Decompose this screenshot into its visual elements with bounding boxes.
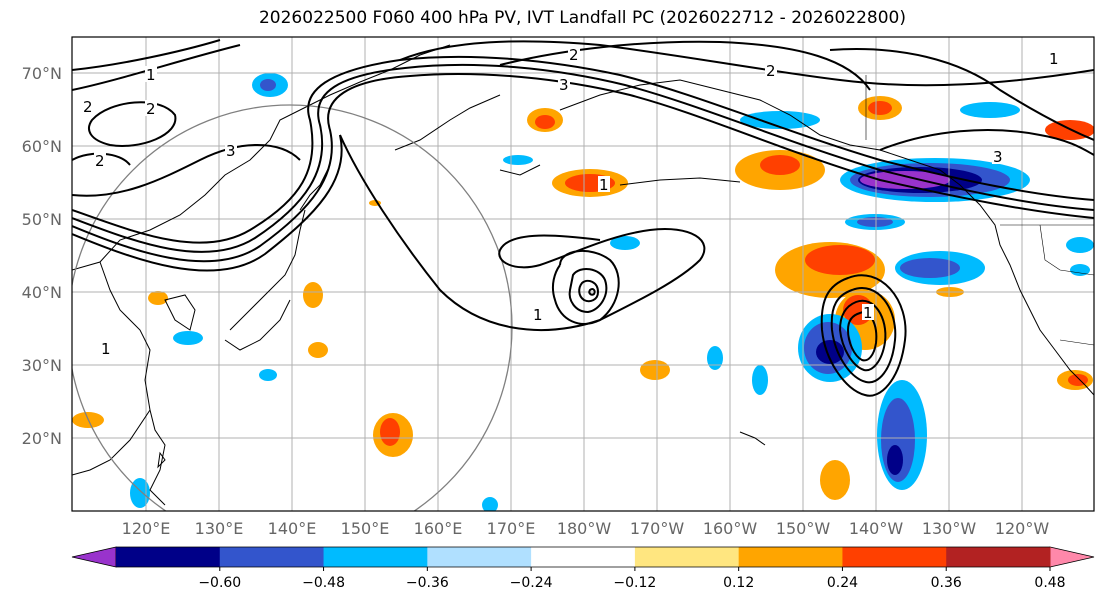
contour-label: 3 <box>993 148 1003 166</box>
colorbar-cell <box>531 547 636 567</box>
contour-label: 2 <box>569 46 579 64</box>
colorbar-cells <box>116 547 1051 567</box>
lon-label: 140°W <box>849 519 904 538</box>
lat-label: 70°N <box>22 64 62 83</box>
colorbar-tick-label: −0.36 <box>406 575 449 591</box>
colorbar-cell <box>946 547 1051 567</box>
colorbar-cell <box>738 547 843 567</box>
lat-label: 40°N <box>22 283 62 302</box>
colorbar-cell <box>116 547 221 567</box>
map-gridlines <box>72 37 1094 511</box>
colorbar-cell <box>427 547 532 567</box>
contour-label: 1 <box>863 304 873 322</box>
contour-label: 2 <box>83 98 93 116</box>
colorbar-cell <box>323 547 428 567</box>
colorbar-tick-label: 0.36 <box>931 575 962 591</box>
lat-label: 20°N <box>22 429 62 448</box>
colorbar-tick-label: −0.24 <box>510 575 553 591</box>
contour-label: 1 <box>533 306 543 324</box>
latitude-labels: 70°N 60°N 50°N 40°N 30°N 20°N <box>22 64 62 448</box>
contour-label: 2 <box>95 152 105 170</box>
colorbar-tick-label: 0.24 <box>827 575 858 591</box>
lon-label: 180°W <box>557 519 612 538</box>
colorbar-extend-min <box>71 546 117 568</box>
lon-label: 120°E <box>122 519 171 538</box>
contour-label: 2 <box>146 100 156 118</box>
contour-label: 1 <box>1049 50 1059 68</box>
lat-label: 30°N <box>22 356 62 375</box>
contour-labels: 2 2 3 1 2 3 2 1 3 2 1 1 1 1 <box>82 46 1060 358</box>
colorbar-tick-label: 0.12 <box>723 575 754 591</box>
lon-label: 160°W <box>703 519 758 538</box>
colorbar-ticks: −0.60 −0.48 −0.36 −0.24 −0.12 0.12 0.24 0.36 0.4… <box>198 567 1066 591</box>
lon-label: 150°W <box>776 519 831 538</box>
colorbar-extend-max <box>1049 546 1095 568</box>
colorbar-cell <box>634 547 740 567</box>
colorbar-tick-label: 0.48 <box>1034 575 1065 591</box>
lat-label: 50°N <box>22 210 62 229</box>
contour-label: 3 <box>226 142 236 160</box>
colorbar-cell <box>842 547 947 567</box>
lon-label: 130°E <box>195 519 244 538</box>
lon-label: 130°W <box>922 519 977 538</box>
lat-label: 60°N <box>22 137 62 156</box>
lon-label: 160°E <box>414 519 463 538</box>
colorbar-tick-label: −0.12 <box>613 575 656 591</box>
longitude-labels: 120°E 130°E 140°E 150°E 160°E 170°E 180°… <box>122 519 1050 538</box>
colorbar-tick-label: −0.60 <box>198 575 241 591</box>
map-title: 2026022500 F060 400 hPa PV, IVT Landfall… <box>258 8 906 28</box>
pc-shading <box>72 73 1094 511</box>
contour-label: 3 <box>559 76 569 94</box>
contour-label: 2 <box>766 62 776 80</box>
colorbar-tick-label: −0.48 <box>302 575 345 591</box>
contour-label: 1 <box>599 176 609 194</box>
lon-label: 150°E <box>341 519 390 538</box>
map-frame <box>71 36 1095 512</box>
pv-contours <box>72 39 1094 397</box>
lon-label: 170°E <box>487 519 536 538</box>
lon-label: 170°W <box>630 519 685 538</box>
lon-label: 140°E <box>268 519 317 538</box>
contour-label: 1 <box>101 340 111 358</box>
contour-label: 1 <box>146 66 156 84</box>
lon-label: 120°W <box>995 519 1050 538</box>
colorbar: −0.60 −0.48 −0.36 −0.24 −0.12 0.12 0.24 0.36 0.4… <box>71 546 1095 591</box>
colorbar-cell <box>219 547 325 567</box>
